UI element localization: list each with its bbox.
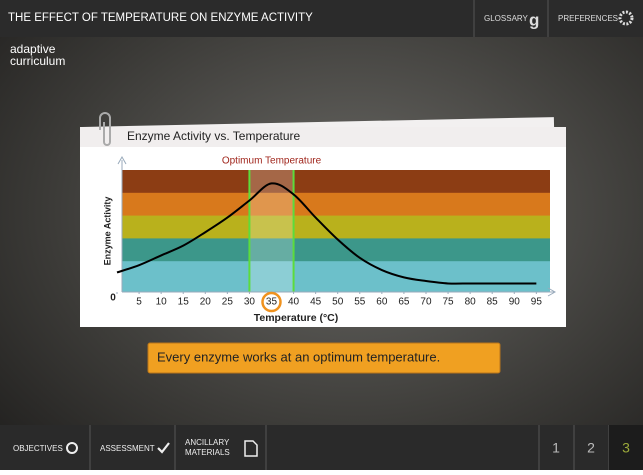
optimum-label: Optimum Temperature	[222, 156, 322, 167]
x-tick-label: 15	[178, 297, 190, 308]
band	[122, 170, 550, 194]
y-axis-label: Enzyme Activity	[102, 197, 112, 266]
ancillary-button[interactable]: MATERIALS	[185, 448, 230, 457]
x-tick-label: 5	[136, 297, 142, 308]
x-tick-label: 50	[332, 297, 344, 308]
caption: Every enzyme works at an optimum tempera…	[157, 349, 440, 364]
x-tick-label: 25	[222, 297, 234, 308]
preferences-button[interactable]: PREFERENCES	[558, 14, 618, 23]
x-arrow	[547, 287, 557, 297]
x-axis-label: Temperature (°C)	[254, 312, 339, 324]
check-icon[interactable]	[157, 442, 170, 454]
logo: curriculum	[10, 54, 65, 68]
assessment-button[interactable]: ASSESSMENT	[100, 444, 155, 453]
ancillary-button[interactable]: ANCILLARY	[185, 438, 230, 447]
x-tick-label: 70	[420, 297, 432, 308]
x-tick-label: 35	[266, 297, 278, 308]
x-tick-label: 95	[531, 297, 543, 308]
x-tick-label: 30	[244, 297, 256, 308]
band	[122, 215, 550, 239]
page-button[interactable]: 2	[587, 440, 595, 456]
band	[122, 192, 550, 217]
band	[122, 261, 550, 285]
bottom-bar	[0, 425, 643, 470]
y-arrow	[117, 155, 127, 165]
card-header	[80, 127, 566, 147]
tick-highlight	[261, 291, 282, 313]
active-page-bg	[609, 425, 643, 470]
glossary-button[interactable]: GLOSSARY	[484, 14, 529, 23]
x-tick-label: 20	[200, 297, 212, 308]
x-tick-label: 75	[442, 297, 454, 308]
paperclip	[99, 112, 111, 146]
caption-box	[147, 342, 501, 374]
page-title: THE EFFECT OF TEMPERATURE ON ENZYME ACTI…	[8, 12, 313, 24]
x-tick-label: 55	[354, 297, 366, 308]
x-tick-label: 10	[156, 297, 168, 308]
document-icon[interactable]	[244, 440, 258, 457]
x-tick-label: 90	[509, 297, 521, 308]
x-tick-label: 80	[465, 297, 477, 308]
x-tick-label: 85	[487, 297, 499, 308]
objectives-button[interactable]: OBJECTIVES	[13, 444, 63, 453]
logo: adaptive	[10, 42, 56, 56]
activity-curve	[116, 182, 537, 285]
page-button[interactable]: 3	[622, 440, 630, 456]
glossary-icon[interactable]: g	[529, 10, 539, 29]
top-bar	[0, 0, 643, 37]
band	[122, 238, 550, 262]
band-base	[122, 284, 550, 292]
card-title: Enzyme Activity vs. Temperature	[127, 129, 301, 143]
gear-icon[interactable]	[618, 10, 634, 26]
x-tick-label: 0	[110, 293, 116, 304]
x-tick-label: 65	[398, 297, 410, 308]
objectives-icon[interactable]	[66, 442, 78, 454]
optimum-region	[249, 170, 294, 292]
x-tick-label: 60	[376, 297, 388, 308]
x-tick-label: 40	[288, 297, 300, 308]
page-button[interactable]: 1	[552, 440, 560, 456]
x-tick-label: 45	[310, 297, 322, 308]
